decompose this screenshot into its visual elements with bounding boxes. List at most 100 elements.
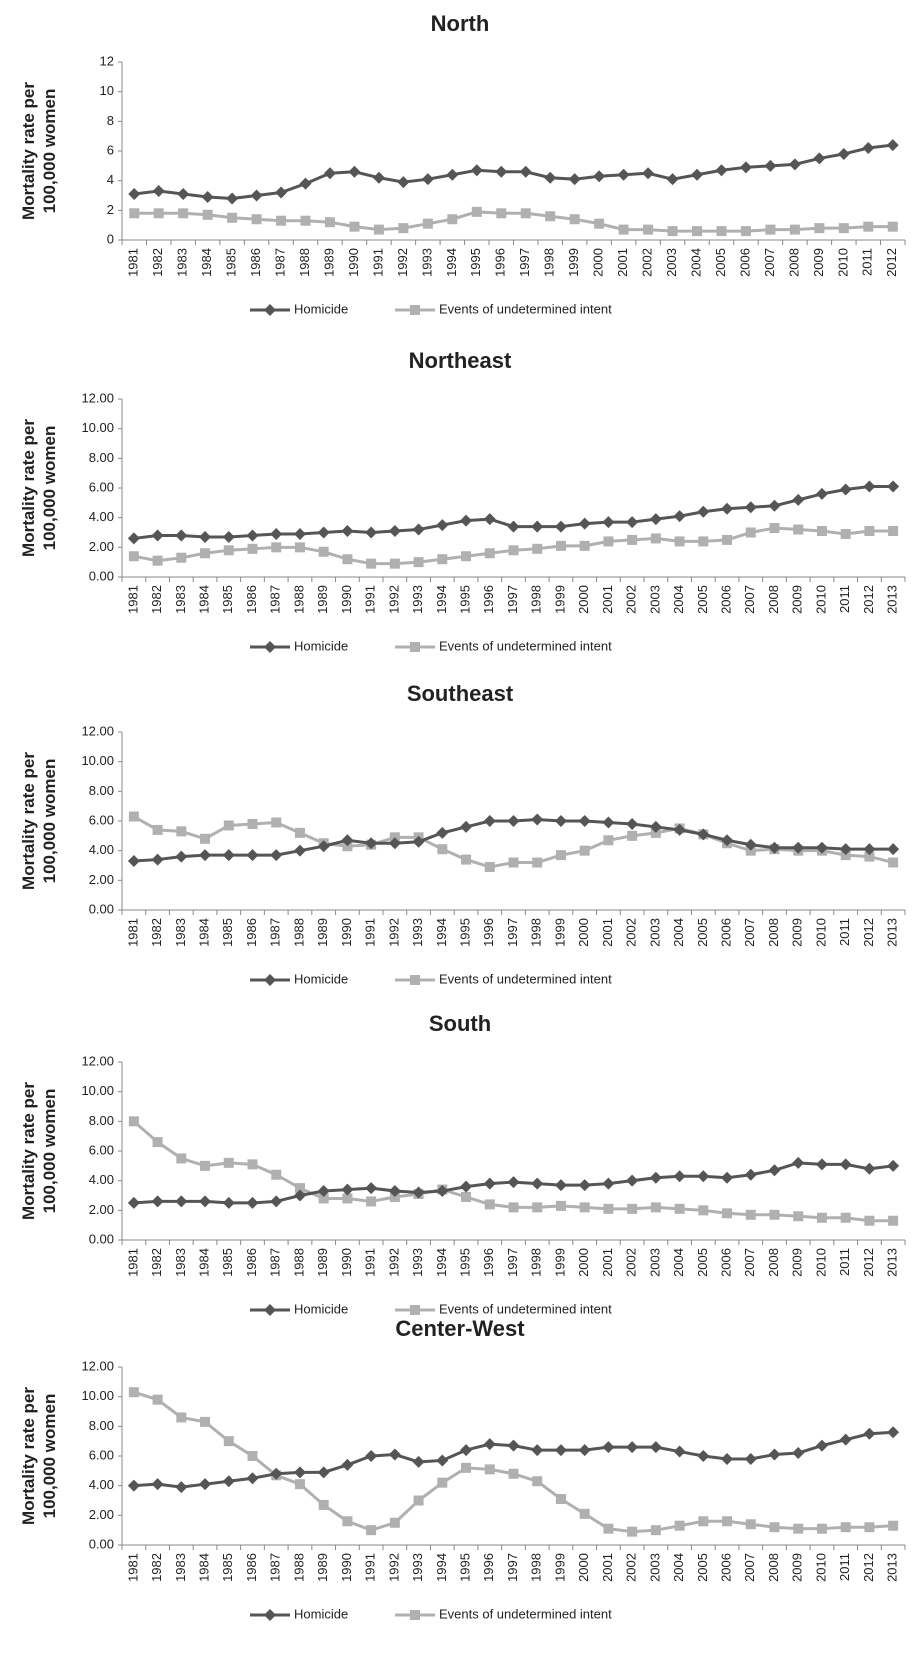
data-point [152,1394,163,1405]
data-point [293,1189,306,1202]
data-point [768,841,781,854]
chart-title: North [431,11,490,36]
x-tick-label: 1990 [339,1248,354,1277]
x-tick-label: 2004 [688,248,703,277]
data-point [413,557,424,568]
data-point [744,501,757,514]
data-point [317,526,330,539]
x-tick-label: 1981 [126,248,141,277]
data-point [317,1185,330,1198]
data-point [840,528,851,539]
x-tick-label: 1992 [386,918,401,947]
data-point [554,815,567,827]
x-tick-label: 2000 [576,585,591,614]
data-point [863,480,876,493]
x-tick-label: 1998 [529,918,544,947]
x-tick-label: 1994 [434,585,449,614]
data-point [175,1481,188,1494]
data-point [816,526,827,537]
x-tick-label: 1998 [529,1553,544,1582]
data-point [508,1202,519,1213]
x-tick-label: 2006 [718,1553,733,1582]
x-tick-label: 2001 [600,1553,615,1582]
data-point [520,208,531,219]
data-point [151,529,164,542]
data-point [270,1195,283,1208]
data-point [793,524,804,535]
data-point [293,844,306,857]
x-tick-label: 1987 [268,585,283,614]
x-tick-label: 2011 [837,585,852,613]
x-tick-label: 2002 [624,1553,639,1582]
data-point [697,828,710,841]
data-point [603,835,614,846]
legend-label: Events of undetermined intent [439,1301,612,1316]
data-point [275,186,288,199]
x-tick-label: 2001 [600,1248,615,1277]
x-tick-label: 2011 [860,248,875,276]
chart-title: Center-West [395,1316,525,1341]
data-point [864,1215,875,1226]
y-tick-label: 12.00 [81,1053,114,1068]
data-point [247,1451,258,1461]
data-point [691,168,704,181]
x-tick-label: 2008 [766,1248,781,1277]
data-point [814,223,825,234]
data-point [318,1499,329,1510]
x-tick-label: 1985 [220,1553,235,1582]
y-tick-label: 4.00 [89,1172,114,1187]
x-tick-label: 2013 [885,1248,900,1277]
x-tick-label: 1996 [481,918,496,947]
legend-label: Homicide [294,971,348,986]
data-point [649,513,662,526]
x-tick-label: 1989 [315,1248,330,1277]
x-tick-label: 1987 [268,1553,283,1582]
data-point [578,815,591,827]
y-tick-label: 2.00 [89,1202,114,1217]
x-tick-label: 1999 [552,918,567,947]
data-point [250,189,263,202]
y-tick-label: 10.00 [81,1083,114,1098]
data-point [152,1137,163,1148]
data-point [200,548,211,559]
data-point [888,526,899,537]
data-point [270,527,283,540]
data-point [508,545,519,556]
y-tick-label: 10.00 [81,1388,114,1403]
data-point [178,208,189,219]
data-point [324,217,335,228]
data-point [792,841,805,854]
legend-marker [264,304,276,316]
data-point [626,516,639,529]
data-point [460,820,473,833]
x-tick-label: 1996 [481,585,496,614]
data-point [626,817,639,830]
legend-marker [264,641,276,653]
x-tick-label: 2000 [576,1553,591,1582]
data-point [412,1455,425,1468]
x-tick-label: 2012 [861,918,876,947]
x-tick-label: 2005 [713,248,728,277]
data-point [768,499,781,512]
y-tick-label: 2.00 [89,1507,114,1522]
x-tick-label: 1992 [386,1553,401,1582]
x-tick-label: 2000 [591,248,606,277]
x-tick-label: 1999 [552,1248,567,1277]
data-point [176,552,187,563]
data-point [128,1387,139,1398]
x-tick-label: 1986 [244,585,259,614]
x-tick-label: 2013 [885,1553,900,1582]
x-tick-label: 2003 [647,918,662,947]
y-tick-label: 6.00 [89,479,114,494]
x-tick-label: 2009 [790,918,805,947]
y-tick-label: 6.00 [89,1142,114,1157]
data-point [602,1177,615,1190]
data-point [627,1203,638,1214]
data-point [436,1185,449,1198]
data-point [446,168,459,181]
y-tick-label: 2.00 [89,872,114,887]
data-point [603,536,614,547]
data-point [602,816,615,829]
data-point [519,165,532,178]
x-tick-label: 1995 [457,918,472,947]
